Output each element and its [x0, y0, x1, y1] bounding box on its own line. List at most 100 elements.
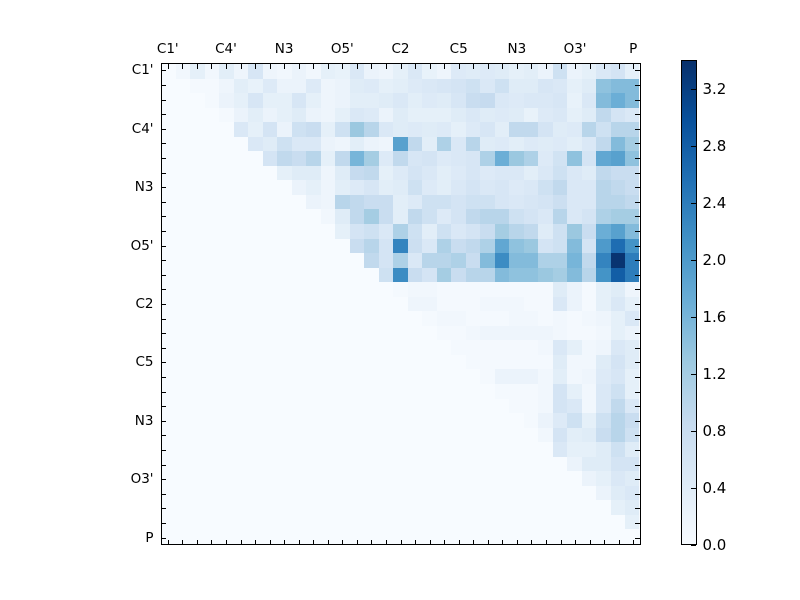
heatmap-cell [306, 64, 321, 79]
heatmap-cell [335, 282, 350, 297]
heatmap-cell [219, 107, 234, 123]
heatmap-cell [262, 136, 278, 152]
tick-mark [531, 64, 533, 69]
heatmap-cell [523, 427, 539, 443]
heatmap-cell [233, 194, 249, 210]
colorbar-tick-mark [691, 316, 696, 318]
heatmap-cell [364, 456, 379, 472]
heatmap-cell [610, 427, 625, 443]
heatmap-cell [465, 384, 481, 399]
heatmap-cell [248, 238, 263, 254]
heatmap-cell [248, 442, 263, 457]
tick-mark [161, 435, 166, 437]
tick-mark [196, 539, 198, 544]
heatmap-cell [436, 282, 452, 297]
heatmap-cell [161, 514, 176, 530]
heatmap-cell [523, 398, 539, 414]
heatmap-cell [480, 267, 495, 283]
heatmap-cell [552, 180, 568, 195]
heatmap-cell [538, 456, 553, 472]
tick-mark [327, 539, 329, 544]
heatmap-cell [610, 64, 625, 79]
heatmap-cell [567, 194, 582, 210]
heatmap-cell [364, 180, 379, 195]
tick-mark [161, 420, 166, 422]
heatmap-cell [306, 122, 321, 137]
heatmap-cell [523, 354, 539, 370]
heatmap-cell [219, 224, 234, 239]
heatmap-cell [610, 151, 625, 166]
heatmap-cell [407, 165, 423, 181]
heatmap-cell [306, 296, 321, 312]
heatmap-cell [407, 180, 423, 195]
heatmap-cell [393, 340, 408, 355]
heatmap-cell [480, 64, 495, 79]
heatmap-cell [480, 151, 495, 166]
heatmap-cell [465, 78, 481, 94]
heatmap-cell [538, 398, 553, 414]
heatmap-cell [625, 64, 640, 79]
heatmap-cell [480, 413, 495, 428]
heatmap-cell [335, 64, 350, 79]
heatmap-cell [610, 107, 625, 123]
heatmap-cell [538, 209, 553, 224]
heatmap-cell [436, 238, 452, 254]
heatmap-cell [320, 224, 336, 239]
heatmap-cell [175, 529, 191, 544]
heatmap-cell [625, 398, 640, 414]
heatmap-cell [161, 64, 176, 79]
heatmap-cell [190, 165, 205, 181]
heatmap-cell [523, 151, 539, 166]
heatmap-cell [378, 93, 394, 108]
heatmap-cell [552, 427, 568, 443]
heatmap-cell [494, 165, 510, 181]
heatmap-cell [320, 369, 336, 384]
heatmap-cell [277, 151, 292, 166]
heatmap-cell [204, 180, 220, 195]
heatmap-cell [581, 253, 597, 268]
heatmap-cell [219, 122, 234, 137]
heatmap-cell [190, 456, 205, 472]
heatmap-cell [364, 413, 379, 428]
heatmap-cell [523, 253, 539, 268]
heatmap-cell [204, 194, 220, 210]
heatmap-cell [349, 413, 365, 428]
heatmap-cell [262, 194, 278, 210]
heatmap-cell [364, 398, 379, 414]
heatmap-cell [538, 180, 553, 195]
heatmap-cell [552, 224, 568, 239]
heatmap-cell [349, 340, 365, 355]
heatmap-cell [248, 180, 263, 195]
heatmap-cell [538, 514, 553, 530]
heatmap-cell [175, 64, 191, 79]
heatmap-cell [364, 354, 379, 370]
heatmap-cell [538, 354, 553, 370]
heatmap-cell [422, 340, 437, 355]
heatmap-cell [480, 180, 495, 195]
heatmap-cell [320, 209, 336, 224]
heatmap-cell [436, 267, 452, 283]
heatmap-cell [538, 93, 553, 108]
heatmap-cell [625, 456, 640, 472]
heatmap-cell [378, 442, 394, 457]
heatmap-cell [161, 529, 176, 544]
tick-mark [545, 539, 547, 544]
tick-mark [635, 362, 640, 364]
heatmap-cell [436, 311, 452, 326]
heatmap-cell [509, 267, 524, 283]
heatmap-cell [610, 93, 625, 108]
heatmap-cell [306, 413, 321, 428]
heatmap-cell [335, 136, 350, 152]
heatmap-cell [277, 296, 292, 312]
colorbar-tick-mark [691, 487, 696, 489]
heatmap-cell [596, 136, 611, 152]
heatmap-cell [248, 500, 263, 515]
heatmap-cell [190, 500, 205, 515]
heatmap-cell [480, 238, 495, 254]
heatmap-cell [378, 471, 394, 486]
heatmap-cell [436, 529, 452, 544]
heatmap-cell [393, 122, 408, 137]
heatmap-cell [393, 165, 408, 181]
x-axis-label: P [629, 41, 638, 57]
heatmap-cell [306, 267, 321, 283]
